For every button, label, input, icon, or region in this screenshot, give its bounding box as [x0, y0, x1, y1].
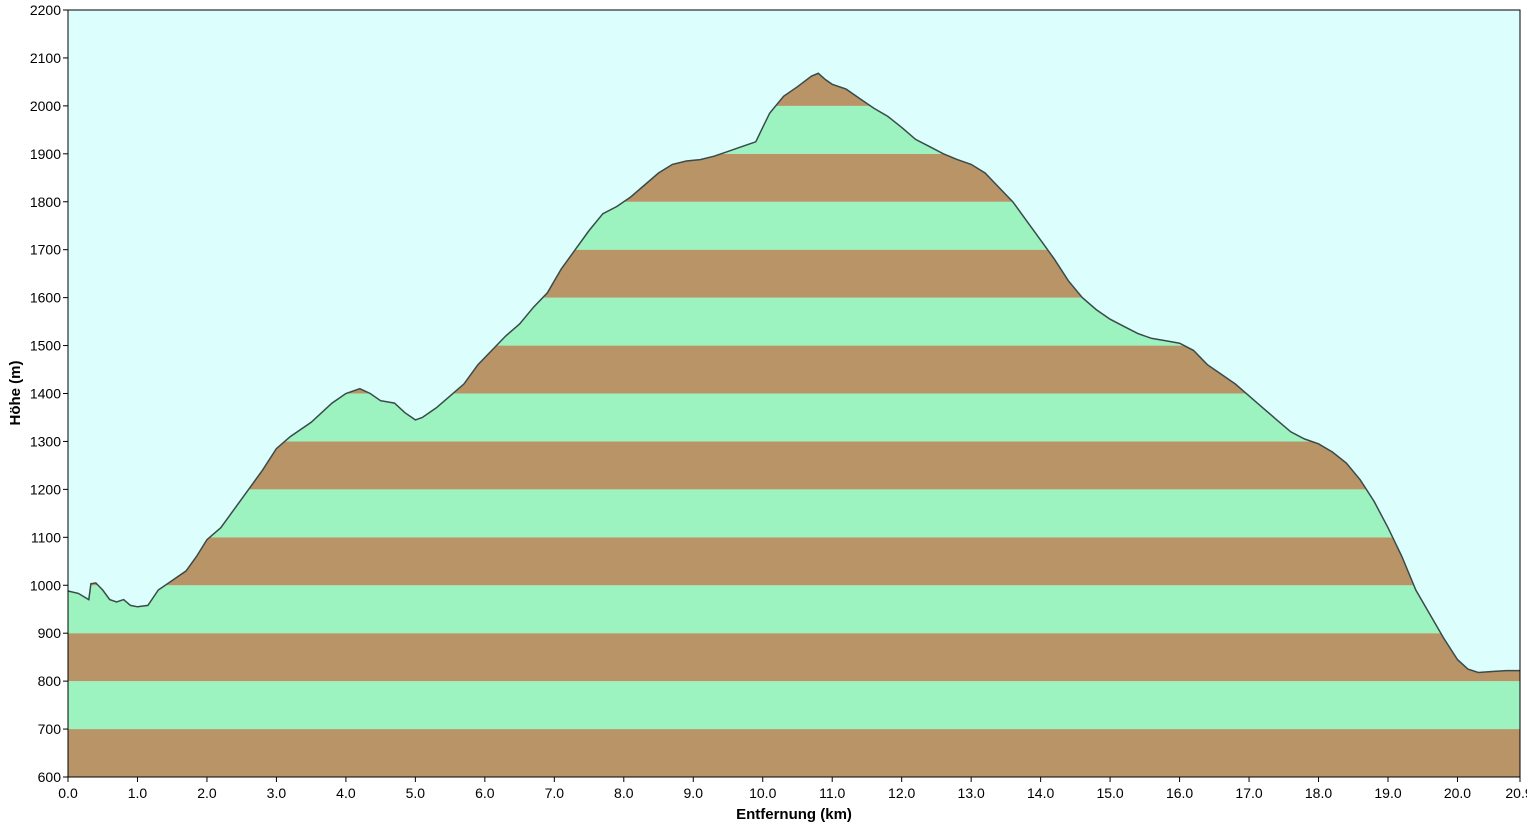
elevation-band	[68, 585, 1520, 634]
y-tick-label: 1300	[30, 433, 61, 449]
y-tick-label: 2100	[30, 50, 61, 66]
elevation-band	[68, 729, 1520, 777]
elevation-band	[68, 489, 1520, 538]
x-tick-label: 3.0	[267, 785, 287, 801]
y-tick-label: 1600	[30, 290, 61, 306]
y-tick-label: 2200	[30, 2, 61, 18]
x-tick-label: 20.0	[1444, 785, 1471, 801]
y-tick-label: 1100	[31, 529, 61, 545]
x-tick-label: 17.0	[1235, 785, 1262, 801]
x-tick-label: 14.0	[1027, 785, 1054, 801]
y-tick-label: 700	[38, 721, 62, 737]
y-tick-label: 2000	[30, 98, 61, 114]
y-tick-label: 1200	[30, 481, 61, 497]
x-tick-label: 8.0	[614, 785, 634, 801]
y-tick-label: 800	[38, 673, 62, 689]
x-tick-label: 20.9	[1505, 785, 1527, 801]
x-tick-label: 1.0	[128, 785, 148, 801]
x-tick-label: 0.0	[58, 785, 78, 801]
y-tick-label: 1500	[30, 338, 61, 354]
x-tick-label: 16.0	[1166, 785, 1193, 801]
y-axis-title: Höhe (m)	[7, 361, 24, 426]
y-tick-label: 1400	[30, 386, 61, 402]
y-tick-label: 1900	[30, 146, 61, 162]
x-tick-label: 2.0	[197, 785, 217, 801]
elevation-band	[68, 633, 1520, 682]
x-tick-label: 12.0	[888, 785, 915, 801]
y-tick-label: 1700	[30, 242, 61, 258]
x-tick-label: 7.0	[545, 785, 565, 801]
y-tick-label: 900	[38, 625, 62, 641]
elevation-band	[68, 441, 1520, 490]
y-tick-label: 1800	[30, 194, 61, 210]
elevation-band	[68, 537, 1520, 586]
elevation-profile-line	[67, 72, 1520, 674]
x-tick-label: 4.0	[336, 785, 356, 801]
x-tick-label: 11.0	[819, 785, 845, 801]
y-axis: 600 700 800 900 1000 1100 1200 1300 1400 1500 1600…	[30, 2, 68, 785]
x-axis: 0.0 1.0 2.0 3.0 4.0 5.0 6.0 7.0 8.0 9.0 10.0 11.0 12…	[58, 777, 1527, 801]
x-tick-label: 6.0	[475, 785, 495, 801]
x-tick-label: 10.0	[749, 785, 776, 801]
x-tick-label: 15.0	[1096, 785, 1123, 801]
x-tick-label: 19.0	[1374, 785, 1401, 801]
x-tick-label: 5.0	[406, 785, 426, 801]
x-tick-label: 9.0	[684, 785, 704, 801]
x-tick-label: 13.0	[958, 785, 985, 801]
x-tick-label: 18.0	[1305, 785, 1332, 801]
elevation-band	[68, 681, 1520, 730]
y-tick-label: 1000	[30, 577, 61, 593]
x-axis-title: Entfernung (km)	[736, 806, 852, 823]
y-tick-label: 600	[38, 769, 62, 785]
